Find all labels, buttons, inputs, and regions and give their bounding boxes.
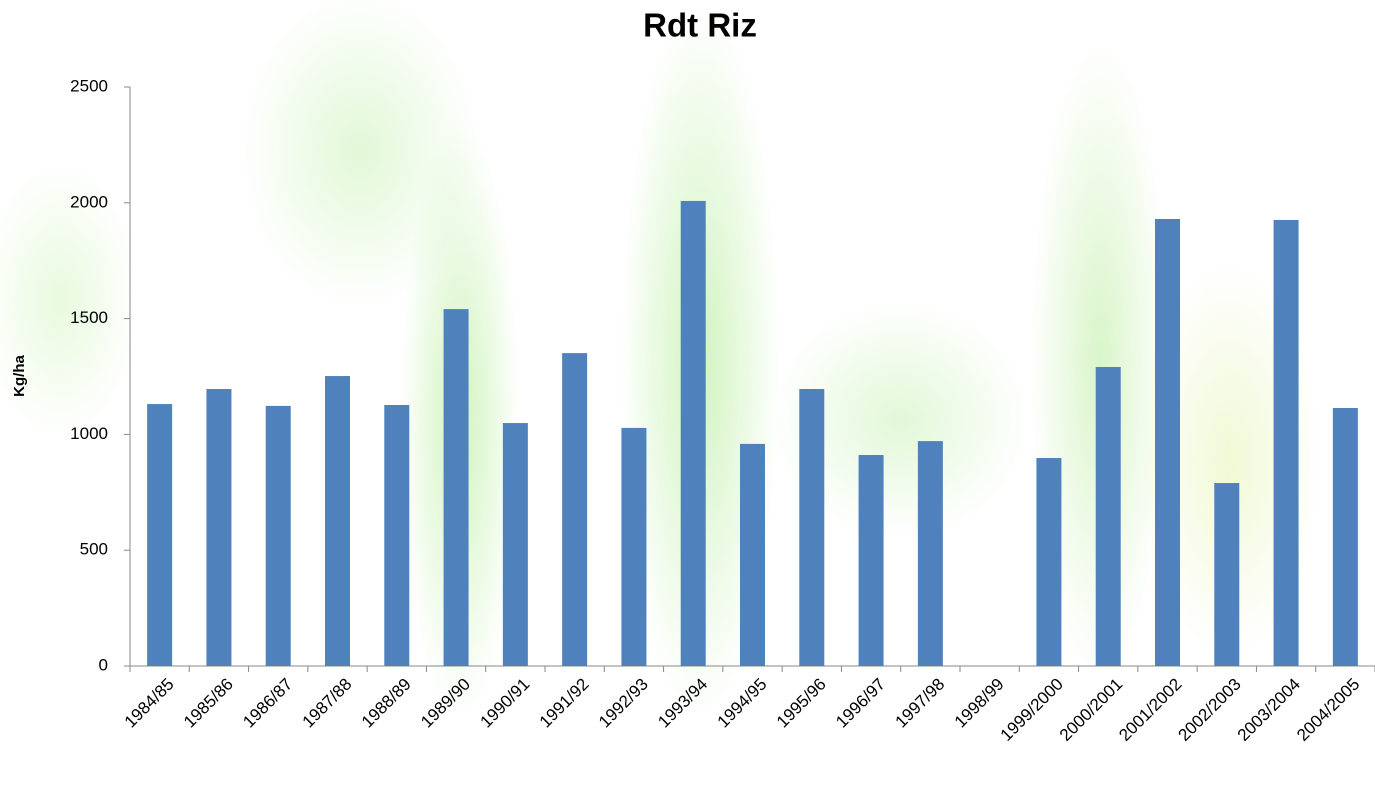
bar [384,404,410,666]
bar [443,309,469,666]
bar [1036,458,1062,666]
bar [502,423,528,666]
bar [740,443,765,666]
bar [562,353,588,666]
bar [1214,483,1240,666]
x-tick-label: 1997/98 [891,675,948,732]
x-tick-label: 1985/86 [180,675,237,732]
bar [147,404,173,666]
bar [1155,219,1180,666]
y-tick-label: 1000 [70,424,108,443]
y-tick-label: 2500 [70,76,108,95]
x-tick-label: 1990/91 [476,675,533,732]
chart-title: Rdt Riz [643,7,757,44]
y-tick-label: 500 [80,540,108,559]
x-tick-label: 1987/88 [299,675,356,732]
x-tick-label: 2000/2001 [1056,675,1126,745]
x-tick-label: 2001/2002 [1115,675,1185,745]
bar [799,389,825,666]
bar [680,200,706,666]
x-tick-label: 1993/94 [654,675,711,732]
x-tick-label: 1989/90 [417,675,474,732]
x-tick-label: 2003/2004 [1234,675,1304,745]
y-axis-label: Kg/ha [11,355,28,397]
x-tick-label: 1994/95 [714,675,771,732]
x-tick-label: 1996/97 [832,675,889,732]
x-tick-label: 2004/2005 [1293,675,1363,745]
bar [621,427,647,666]
bar [917,441,943,666]
bar [325,376,350,666]
x-tick-label: 1988/89 [358,675,415,732]
x-tick-label: 1992/93 [595,675,652,732]
x-tick-label: 1984/85 [121,675,178,732]
bar [265,405,291,666]
x-tick-label: 1995/96 [773,675,830,732]
y-tick-label: 1500 [70,308,108,327]
bar [1332,407,1358,666]
x-tick-label: 1998/99 [951,675,1008,732]
bar [1095,367,1121,666]
x-tick-label: 1999/2000 [997,675,1067,745]
bar [858,455,884,666]
y-tick-label: 2000 [70,192,108,211]
x-tick-label: 1991/92 [536,675,593,732]
bar [1273,219,1299,666]
bar [206,389,232,666]
x-tick-label: 2002/2003 [1175,675,1245,745]
y-tick-label: 0 [99,655,108,674]
x-tick-label: 1986/87 [239,675,296,732]
